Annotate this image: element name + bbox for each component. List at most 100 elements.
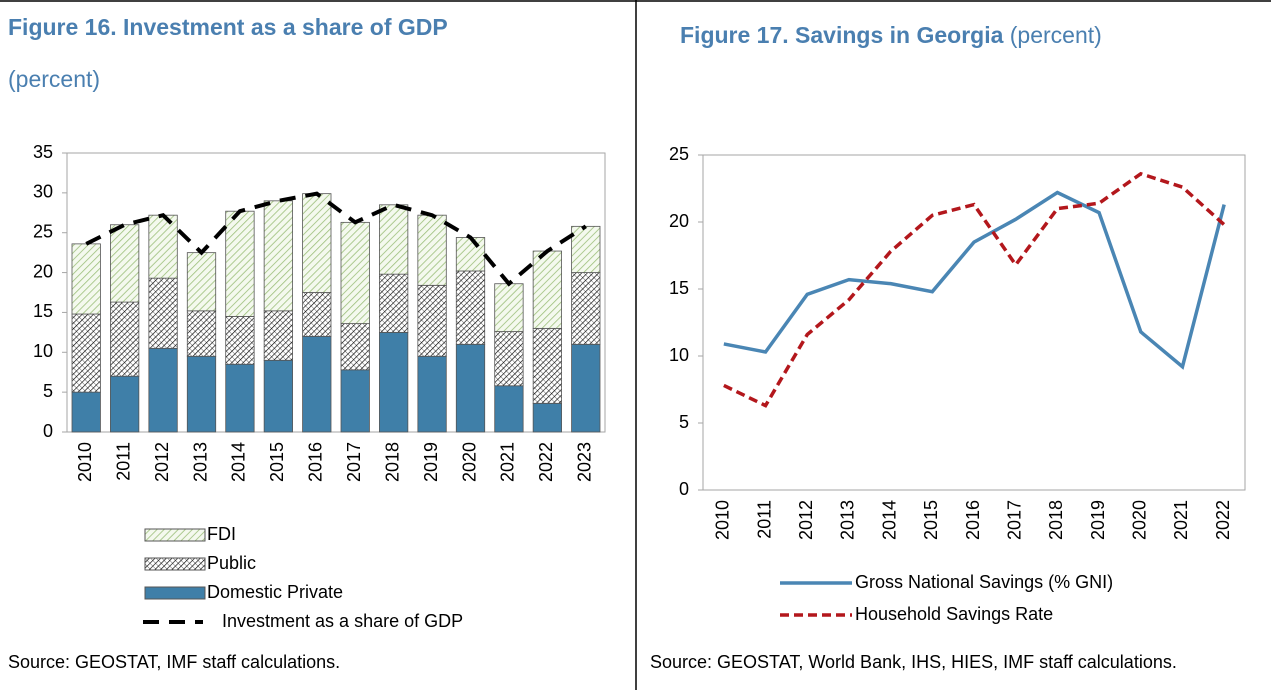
bar-segment [148,347,178,433]
title-17: Figure 17. Savings in Georgia (percent) [680,22,1102,49]
x-tick-label: 2015 [267,442,287,482]
x-tick-label: 2017 [1004,500,1024,540]
y-tick-label: 0 [679,479,689,499]
x-tick-label: 2011 [754,500,774,539]
x-tick-label: 2020 [1130,500,1150,540]
y-tick-label: 25 [669,144,689,164]
bar-segment [225,210,255,317]
x-tick-label: 2012 [152,442,172,482]
source: Source: GEOSTAT, World Bank, IHS, HIES, … [650,652,1177,672]
plot-area [66,152,606,433]
bar-segment [571,343,601,433]
y-tick-label: 10 [669,345,689,365]
bar-segment [532,402,562,433]
bar-segment [417,355,447,433]
bar-segment [186,310,217,357]
legend-label: Household Savings Rate [855,604,1053,624]
bar-segment [571,225,601,273]
bar-segment [148,277,178,349]
y-tick-label: 15 [33,301,53,321]
bar-segment [302,193,332,293]
y-tick-label: 35 [33,142,53,162]
bar-segment [340,369,370,433]
bar-segment [494,283,524,332]
x-tick-label: 2019 [421,442,441,482]
bar-segment [379,331,409,433]
y-tick-label: 5 [679,412,689,432]
bar-segment [417,214,447,286]
bar-segment [455,270,486,345]
bar-segment [263,200,293,312]
x-tick-label: 2013 [838,500,858,540]
y-tick-label: 0 [43,421,53,441]
x-tick-label: 2016 [963,500,983,540]
bar-segment [417,284,447,357]
bar-segment [494,331,524,387]
bar-segment [532,250,562,329]
title-16: Figure 16. Investment as a share of GDP [8,14,448,41]
bar-segment [148,214,178,279]
y-tick-label: 25 [33,221,53,241]
x-tick-label: 2014 [229,442,249,482]
y-tick-label: 30 [33,182,53,202]
x-tick-label: 2018 [1046,500,1066,540]
legend-label: Public [207,553,256,573]
bar-segment [532,327,562,404]
bar-segment [302,292,332,337]
bar-segment [340,221,370,324]
legend-swatch [144,528,206,542]
bar-segment [263,359,293,433]
x-tick-label: 2016 [306,442,326,482]
x-tick-label: 2017 [344,442,364,482]
x-tick-label: 2022 [1213,500,1233,540]
legend-label: Gross National Savings (% GNI) [855,572,1113,592]
bar-segment [71,391,101,433]
line [723,190,1226,370]
x-tick-label: 2021 [498,442,518,482]
chart-title: Figure 16. Investment as a share of GDP [8,14,448,40]
bar-segment [110,224,140,303]
bar-segment [110,375,140,433]
chart-subtitle: (percent) [1009,22,1102,48]
bar-segment [186,355,217,433]
chart-title: Figure 17. Savings in Georgia [680,22,1004,48]
bar-segment [302,335,332,433]
y-tick-label: 20 [33,261,53,281]
source: Source: GEOSTAT, IMF staff calculations. [8,652,341,672]
bar-segment [71,243,101,315]
y-tick-label: 20 [669,211,689,231]
legend-label: FDI [207,524,236,544]
x-tick-label: 2010 [75,442,95,482]
x-tick-label: 2014 [879,500,899,540]
bar-segment [225,363,255,433]
x-tick-label: 2021 [1171,500,1191,540]
legend-label: Domestic Private [207,582,343,602]
line [723,171,1226,408]
x-tick-label: 2023 [575,442,595,482]
subtitle-16: (percent) [8,66,101,92]
x-tick-label: 2013 [190,442,210,482]
x-tick-label: 2011 [113,442,133,481]
bar-segment [379,204,409,275]
y-tick-label: 5 [43,381,53,401]
x-tick-label: 2010 [713,500,733,540]
x-tick-label: 2019 [1088,500,1108,540]
x-tick-label: 2018 [382,442,402,482]
bar-segment [379,273,409,333]
bar-segment [186,252,217,312]
x-tick-label: 2022 [536,442,556,482]
x-tick-label: 2015 [921,500,941,540]
x-tick-label: 2020 [459,442,479,482]
legend-swatch [144,586,206,600]
bar-segment [340,323,370,371]
y-tick-label: 15 [669,278,689,298]
bar-segment [455,343,486,433]
bar-segment [571,272,601,345]
y-tick-label: 10 [33,341,53,361]
plot-area [702,154,1246,491]
legend-swatch [144,557,206,571]
x-tick-label: 2012 [796,500,816,540]
bar-segment [110,301,140,377]
